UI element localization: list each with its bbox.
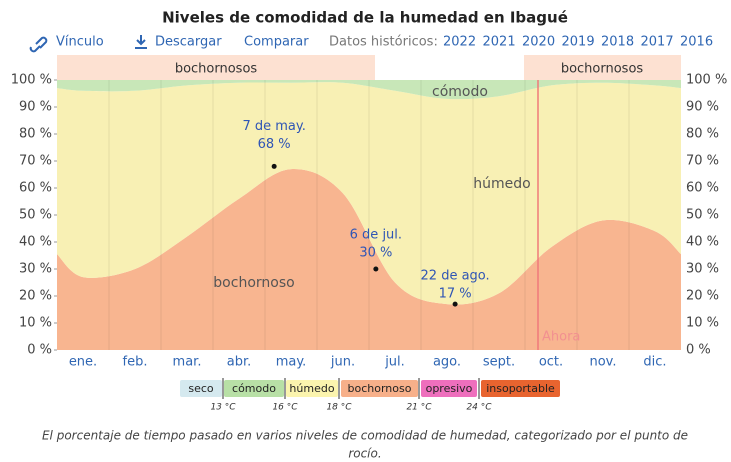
year-link[interactable]: 2022 [443,35,476,50]
series-label: bochornoso [213,275,294,291]
y2-tick-label: 90 % [686,100,719,115]
annotation-value: 17 % [439,287,472,302]
threshold-label: 24 °C [466,403,492,413]
legend-swatch [421,380,477,397]
year-link[interactable]: 2018 [601,35,634,50]
legend-label: bochornoso [348,382,412,395]
annotation-value: 30 % [359,246,392,261]
year-link[interactable]: 2021 [483,35,516,50]
x-tick-label: feb. [123,355,148,370]
y-tick-label: 30 % [19,262,52,277]
annotation-date: 22 de ago. [421,269,490,284]
x-tick-label: mar. [173,355,202,370]
year-link[interactable]: 2019 [562,35,595,50]
y2-tick-label: 0 % [686,343,711,358]
series-label: cómodo [432,84,488,100]
annotation-value: 68 % [258,137,291,152]
legend-label: insoportable [486,382,555,395]
legend-swatch [286,380,338,397]
caption-line-2: rocío. [348,447,381,461]
x-tick-label: dic. [643,355,666,370]
threshold-label: 13 °C [210,403,236,413]
now-label: Ahora [542,330,580,345]
season-label: bochornosos [175,62,258,77]
legend-swatch [481,380,560,397]
y2-tick-label: 40 % [686,235,719,250]
series-label: húmedo [473,176,530,192]
y2-tick-label: 20 % [686,289,719,304]
year-link[interactable]: 2017 [641,35,674,50]
y-tick-label: 10 % [19,316,52,331]
header-link[interactable]: Descargar [155,35,222,50]
year-link[interactable]: 2020 [522,35,555,50]
x-tick-label: oct. [539,355,563,370]
threshold-label: 16 °C [272,403,298,413]
x-tick-label: ago. [433,355,461,370]
legend-label: opresivo [426,382,473,395]
y-tick-label: 40 % [19,235,52,250]
legend-label: húmedo [289,382,334,395]
threshold-label: 18 °C [326,403,352,413]
x-tick-label: jun. [330,355,355,370]
season-band [524,55,681,80]
annotation-date: 6 de jul. [350,228,402,243]
y-tick-label: 80 % [19,127,52,142]
year-link[interactable]: 2016 [680,35,713,50]
y2-tick-label: 100 % [686,73,727,88]
x-tick-label: nov. [589,355,616,370]
x-tick-label: sept. [483,355,515,370]
y-tick-label: 0 % [27,343,52,358]
chart-title: Niveles de comodidad de la humedad en Ib… [162,9,568,27]
download-icon [135,35,147,49]
legend-swatch [224,380,284,397]
y2-tick-label: 80 % [686,127,719,142]
link-icon [29,36,48,53]
y-tick-label: 100 % [11,73,52,88]
legend-label: seco [188,382,214,395]
annotation-dot [452,301,458,307]
annotation-date: 7 de may. [242,119,305,134]
legend-label: cómodo [232,382,276,395]
annotation-dot [271,163,277,169]
y-tick-label: 20 % [19,289,52,304]
season-band [57,55,375,80]
history-label: Datos históricos: [329,35,438,50]
y-tick-label: 90 % [19,100,52,115]
y2-tick-label: 30 % [686,262,719,277]
legend-swatch [341,380,418,397]
x-tick-label: abr. [227,355,252,370]
legend-swatch [180,380,222,397]
x-tick-label: jul. [384,355,405,370]
area [57,80,681,100]
x-tick-label: may. [276,355,307,370]
header-link[interactable]: Vínculo [56,35,104,50]
x-tick-label: ene. [69,355,97,370]
season-label: bochornosos [561,62,644,77]
y-tick-label: 60 % [19,181,52,196]
header-link[interactable]: Comparar [244,35,309,50]
area [57,169,681,350]
area [57,82,681,305]
annotation-dot [373,266,379,272]
y2-tick-label: 50 % [686,208,719,223]
y2-tick-label: 10 % [686,316,719,331]
threshold-label: 21 °C [406,403,432,413]
y-tick-label: 50 % [19,208,52,223]
y2-tick-label: 60 % [686,181,719,196]
y2-tick-label: 70 % [686,154,719,169]
caption-line-1: El porcentaje de tiempo pasado en varios… [42,429,688,443]
y-tick-label: 70 % [19,154,52,169]
